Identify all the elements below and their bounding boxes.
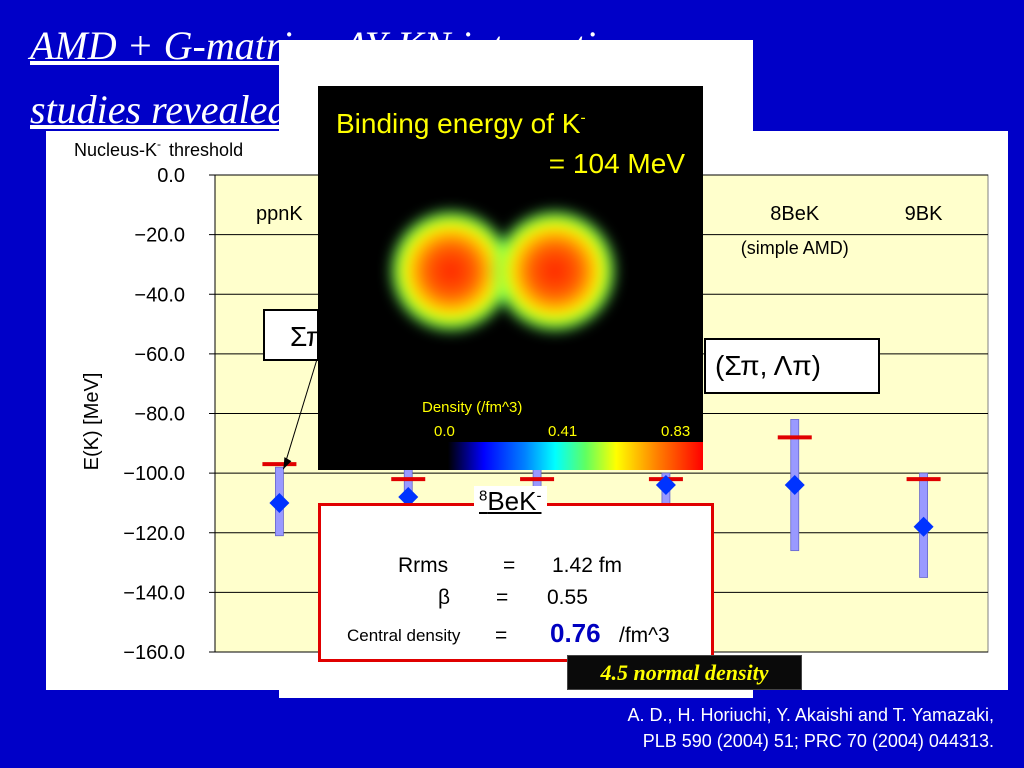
beta-value: 0.55 (547, 586, 588, 609)
density-tick-2: 0.83 (661, 423, 691, 440)
y-tick-label: −80.0 (134, 404, 185, 426)
central-density-unit: /fm^3 (619, 624, 670, 647)
threshold-word: threshold (169, 140, 243, 160)
bek-title-sup: 8 (479, 487, 488, 505)
sigma-lambda-pi-label-box: (Σπ, Λπ) (704, 338, 880, 394)
density-distribution-image (392, 212, 614, 330)
central-density-equals: = (495, 624, 508, 647)
y-tick-label: −120.0 (123, 523, 185, 545)
bek-title-sup2: - (536, 487, 542, 505)
pointer-arrow-head (283, 457, 292, 470)
category-note: (simple AMD) (741, 238, 849, 258)
rrms-equals: = (503, 554, 516, 577)
reference-citation: A. D., H. Horiuchi, Y. Akaishi and T. Ya… (627, 702, 994, 754)
pointer-arrow-line (282, 355, 319, 470)
beta-equals: = (496, 586, 509, 609)
density-colorbar (448, 442, 703, 470)
y-tick-label: −160.0 (123, 642, 185, 664)
data-point (398, 486, 419, 507)
category-label: 8BeK (770, 203, 820, 225)
binding-energy-value: = 104 MeV (548, 148, 685, 179)
y-axis-label: E(K) [MeV] (81, 373, 103, 471)
beta-label: β (438, 586, 451, 609)
binding-energy-panel: Binding energy of K- = 104 MeV Density (… (318, 86, 703, 470)
category-label: 9BK (905, 203, 943, 225)
slide-title-line2: studies revealed (30, 87, 288, 132)
threshold-label: Nucleus-K-threshold (74, 137, 243, 160)
rrms-label: Rrms (398, 554, 449, 577)
sigma-pi-label-box: Σπ (263, 309, 319, 361)
bek-info-box: Rrms = 1.42 fm β = 0.55 Central density … (318, 503, 714, 662)
density-colorbar-label: Density (/fm^3) (422, 399, 523, 416)
binding-title-text: Binding energy of K (336, 108, 581, 139)
bek-box-title: 8BeK- (474, 486, 547, 517)
y-tick-label: −40.0 (134, 284, 185, 306)
reference-line2: PLB 590 (2004) 51; PRC 70 (2004) 044313. (642, 731, 994, 751)
central-density-value: 0.76 (550, 618, 601, 648)
binding-title-sup: - (580, 109, 586, 127)
density-tick-1: 0.41 (548, 423, 578, 440)
y-tick-label: 0.0 (157, 165, 185, 187)
data-point (269, 492, 290, 513)
rrms-value: 1.42 fm (552, 554, 623, 577)
data-point (784, 475, 805, 496)
reference-line1: A. D., H. Horiuchi, Y. Akaishi and T. Ya… (627, 705, 994, 725)
category-label: ppnK (256, 203, 303, 225)
bek-title-main: BeK (487, 486, 537, 516)
density-tick-0: 0.0 (434, 423, 455, 440)
y-tick-label: −20.0 (134, 225, 185, 247)
y-tick-label: −140.0 (123, 582, 185, 604)
sigma-lambda-pi-label: (Σπ, Λπ) (715, 350, 821, 381)
density-lobe-left (392, 212, 510, 330)
y-tick-label: −100.0 (123, 463, 185, 485)
normal-density-label: 4.5 normal density (567, 655, 802, 690)
binding-energy-title: Binding energy of K- (336, 108, 586, 140)
threshold-sup: - (157, 137, 161, 151)
density-lobe-right (496, 212, 614, 330)
data-point (655, 475, 676, 496)
threshold-text: Nucleus-K (74, 140, 157, 160)
data-point (913, 516, 934, 537)
sigma-pi-label: Σπ (290, 321, 317, 352)
y-tick-label: −60.0 (134, 344, 185, 366)
central-density-label: Central density (347, 626, 461, 645)
